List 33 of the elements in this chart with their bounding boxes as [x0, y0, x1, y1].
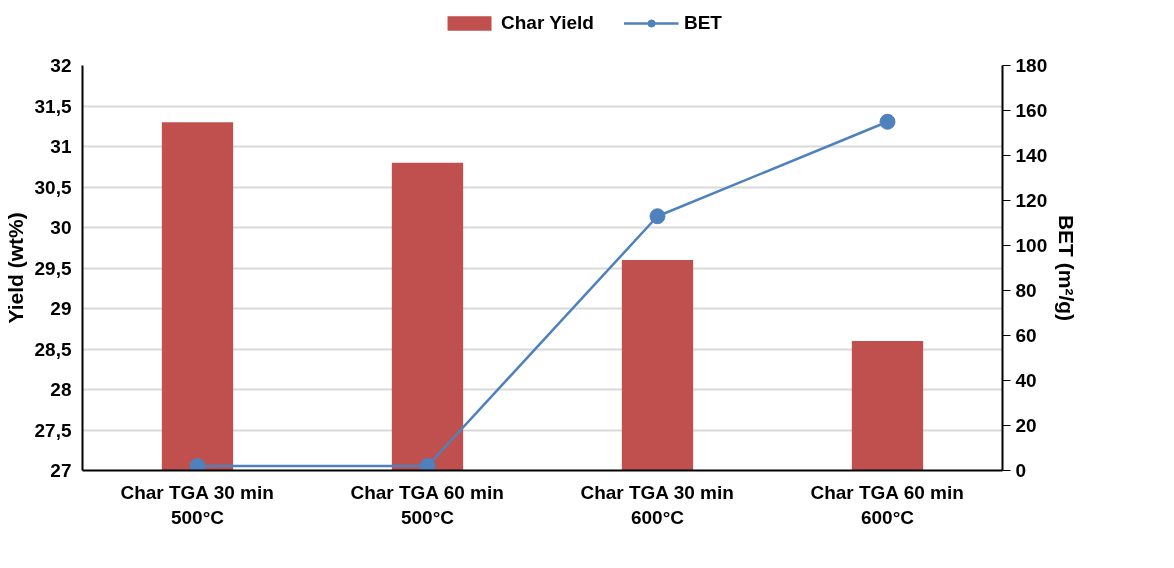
y2-tick-label: 80: [1015, 280, 1037, 301]
legend-label: BET: [683, 11, 722, 34]
y2-tick-label: 160: [1015, 100, 1048, 121]
x-tick-label: Char TGA 60 min 500°C: [350, 481, 504, 528]
y-tick-label: 27,5: [34, 419, 72, 441]
x-tick-label: Char TGA 30 min 600°C: [580, 481, 734, 528]
y2-tick-label: 140: [1015, 145, 1048, 166]
x-tick-label: Char TGA 30 min 500°C: [120, 481, 274, 528]
point: [649, 208, 666, 225]
y2-tick-label: 60: [1015, 325, 1037, 346]
y-axis-title: Yield (wt%): [3, 212, 27, 324]
y-tick-label: 29,5: [34, 257, 72, 279]
y-tick-label: 28: [50, 379, 72, 400]
y2-tick-label: 20: [1015, 415, 1037, 436]
y-tick-label: 31,5: [34, 95, 72, 117]
y-tick-label: 30,5: [34, 176, 72, 198]
y2-axis-title: BET (m²/g): [1055, 214, 1079, 322]
y-tick-label: 32: [50, 55, 72, 76]
y-tick-label: 31: [50, 136, 72, 157]
y-tick-label: 29: [50, 298, 72, 319]
y2-tick-label: 0: [1015, 460, 1027, 481]
y-tick-label: 30: [50, 217, 72, 238]
point: [419, 458, 436, 471]
y-tick-label: 28,5: [34, 338, 72, 360]
y2-tick-label: 100: [1015, 235, 1048, 256]
y-tick-label: 27: [50, 460, 72, 481]
point: [879, 113, 896, 130]
point: [189, 458, 206, 471]
y2-tick-label: 120: [1015, 190, 1048, 211]
legend-label: Char Yield: [501, 11, 594, 34]
y2-tick-label: 40: [1015, 370, 1037, 391]
x-tick-label: Char TGA 60 min 600°C: [810, 481, 964, 528]
y2-tick-label: 180: [1015, 55, 1048, 76]
